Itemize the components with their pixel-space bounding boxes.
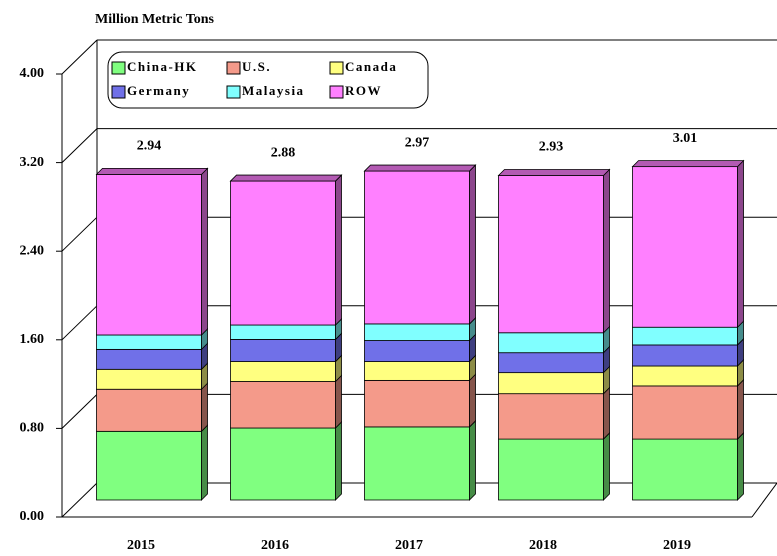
bar-segment [96,368,202,390]
legend-label: U.S. [242,59,271,74]
bar-segment [364,323,470,341]
bar-top [363,164,477,172]
y-tick-label: 0.80 [20,421,45,436]
bar-segment [230,180,336,326]
grid-line [61,305,98,341]
legend-swatch [226,61,241,75]
bar-side [603,432,610,501]
bar-top [631,160,745,168]
legend-swatch [329,61,344,75]
bar-segment [498,393,604,440]
y-tick-label: 3.20 [20,155,45,170]
y-tick-label: 0.00 [20,509,45,524]
grid-line [61,482,98,518]
legend-label: Germany [127,83,190,98]
x-tick-label: 2015 [127,538,155,553]
bar-side [469,373,476,428]
legend-swatch [226,85,241,99]
legend-label: Canada [345,59,397,74]
bar-side [201,424,208,501]
grid-line [61,394,98,429]
bar-segment [364,340,470,362]
legend-swatch [111,61,126,75]
total-label: 2.93 [539,140,564,155]
bar-segment [96,348,202,370]
bar-segment [632,438,738,501]
legend-swatch [111,85,126,99]
grid-line [61,128,98,163]
y-tick-label: 2.40 [20,243,45,258]
total-label: 3.01 [673,131,698,146]
bar-side [469,419,476,501]
legend-label: ROW [345,83,382,98]
bar-side [335,421,342,501]
legend-label: Malaysia [242,83,305,98]
bar-side [737,432,744,501]
bar-segment [364,361,470,381]
grid-line [61,216,98,252]
legend [107,51,429,109]
bar-segment [230,381,336,429]
bar-side [603,386,610,441]
bar-segment [632,166,738,328]
bar-top [497,169,611,176]
bar-segment [632,385,738,440]
bar-segment [498,372,604,395]
bar-segment [230,427,336,501]
legend-swatch [329,85,344,99]
bar-top [95,167,209,175]
bar-segment [230,361,336,382]
x-tick-label: 2016 [261,538,289,553]
floor-edge [751,482,777,518]
legend-label: China-HK [127,59,198,74]
bar-side [201,167,208,336]
bar-segment [364,379,470,428]
bar-segment [364,426,470,501]
x-tick-label: 2017 [395,538,423,553]
x-tick-label: 2018 [529,538,557,553]
bar-side [469,164,476,325]
bar-segment [498,352,604,374]
bar-segment [96,334,202,350]
bar-side [737,159,744,329]
y-tick-label: 1.60 [20,332,45,347]
bar-segment [364,170,470,325]
total-label: 2.94 [137,139,162,154]
bar-side [201,382,208,433]
x-tick-label: 2019 [663,538,691,553]
bar-segment [632,344,738,367]
bar-segment [230,324,336,340]
bar-segment [96,430,202,501]
bar-segment [498,332,604,354]
y-tick-label: 4.00 [20,66,45,81]
bar-segment [632,326,738,346]
bar-segment [96,388,202,432]
bar-side [737,378,744,441]
axis-title: Million Metric Tons [95,12,215,27]
bar-segment [230,339,336,362]
bar-side [335,174,342,326]
grid-line [61,39,98,75]
bar-segment [498,438,604,501]
bar-segment [96,173,202,336]
bar-segment [632,365,738,387]
bar-segment [498,175,604,334]
total-label: 2.97 [405,135,430,150]
bar-top [229,174,343,182]
bar-side [603,168,610,334]
bar-side [335,374,342,429]
total-label: 2.88 [271,145,296,160]
